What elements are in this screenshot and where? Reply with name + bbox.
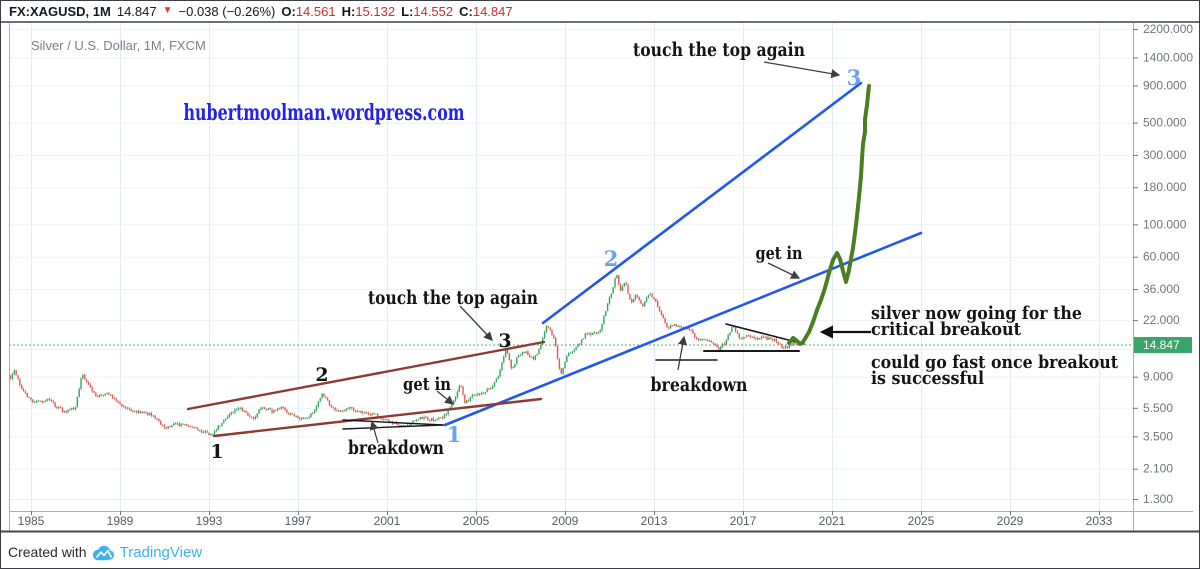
- year-tick-label: 2005: [463, 514, 490, 528]
- trendline-early-lower[interactable]: [212, 397, 543, 438]
- price-axis[interactable]: 2200.000 1400.000 900.000 500.000 300.000 180…: [1133, 22, 1193, 506]
- price-tick-label: 3.500: [1143, 429, 1173, 443]
- price-tick-label: 22.000: [1143, 313, 1180, 327]
- price-tick-label: 5.500: [1143, 401, 1173, 415]
- watermark[interactable]: hubertmoolman.wordpress.com: [184, 100, 465, 126]
- year-tick-label: 2029: [997, 514, 1024, 528]
- wave-number-blue-2[interactable]: 2: [604, 246, 619, 271]
- last-price-badge: [1134, 336, 1192, 353]
- chart-frame: [1, 23, 1199, 533]
- year-tick-label: 2001: [374, 514, 401, 528]
- price-tick-label: 2.100: [1143, 462, 1173, 476]
- annotation-breakdown-late[interactable]: breakdown: [651, 374, 748, 396]
- projection[interactable]: [787, 84, 871, 346]
- annotation-breakdown-early[interactable]: breakdown: [348, 437, 444, 459]
- arrow-to-breakdown-early[interactable]: [369, 420, 379, 444]
- ohlc-open: O:14.561: [281, 3, 336, 19]
- trendline-early-upper[interactable]: [186, 340, 546, 411]
- price-tick-label: 300.000: [1143, 148, 1187, 162]
- price-tick-label: 9.000: [1143, 370, 1173, 384]
- tradingview-cloud-icon: [92, 545, 114, 560]
- watermark-text[interactable]: hubertmoolman.wordpress.com: [184, 100, 465, 126]
- annotation-arrows[interactable]: [369, 61, 871, 444]
- chart-legend-title[interactable]: Silver / U.S. Dollar, 1M, FXCM: [31, 38, 206, 53]
- annotation-critical-line2[interactable]: critical breakout: [871, 319, 1022, 340]
- annotation-critical-line1[interactable]: silver now going for the: [871, 303, 1082, 324]
- wave-number-black-3[interactable]: 3: [498, 330, 511, 352]
- wave-number-black-1[interactable]: 1: [210, 441, 223, 463]
- tradingview-brand-link[interactable]: TradingView: [119, 543, 203, 561]
- symbol-info-bar: FX:XAGUSD, 1M 14.847 ▼ −0.038 (−0.26%) O…: [1, 1, 1199, 23]
- candlesticks: [9, 274, 798, 437]
- wave-number-black-2[interactable]: 2: [315, 364, 328, 386]
- price-down-arrow-icon: ▼: [162, 5, 173, 16]
- price-tick-label: 36.000: [1143, 282, 1180, 296]
- annotation-get-in-early[interactable]: get in: [403, 374, 451, 395]
- annotation-texts[interactable]: touch the top again touch the top again ge…: [348, 39, 1119, 459]
- price-tick-label: 180.000: [1143, 180, 1187, 194]
- year-tick-label: 2017: [730, 514, 757, 528]
- time-axis[interactable]: 1985 1989 1993 1997 2001 2005 2009 2013 2017 2021…: [18, 511, 1113, 528]
- year-tick-label: 2033: [1086, 514, 1113, 528]
- arrow-to-breakdown-late[interactable]: [677, 335, 688, 371]
- arrow-to-top-3[interactable]: [763, 61, 841, 79]
- attribution-text: Created with: [8, 544, 87, 560]
- last-price: 14.847: [116, 3, 157, 19]
- price-change: −0.038 (−0.26%): [178, 3, 276, 19]
- year-tick-label: 2013: [641, 514, 668, 528]
- trendline-drawings[interactable]: [186, 81, 923, 438]
- price-tick-label: 1.300: [1143, 492, 1173, 506]
- price-tick-label: 900.000: [1143, 78, 1187, 92]
- arrow-to-get-in-late[interactable]: [767, 262, 801, 279]
- annotation-get-in-late[interactable]: get in: [756, 243, 803, 264]
- attribution-bar: Created with TradingView: [8, 541, 202, 563]
- year-tick-label: 1993: [196, 514, 223, 528]
- annotation-touch-top-upper[interactable]: touch the top again: [633, 39, 805, 61]
- trendline-primary-upper[interactable]: [541, 81, 863, 325]
- ohlc-low: L:14.552: [401, 3, 454, 19]
- price-tick-label: 60.000: [1143, 250, 1180, 264]
- symbol-name: FX:XAGUSD, 1M: [9, 3, 111, 19]
- grid-lines: [9, 23, 1133, 511]
- year-tick-label: 1997: [285, 514, 312, 528]
- annotation-fast-line1[interactable]: could go fast once breakout: [871, 352, 1119, 373]
- year-tick-label: 2009: [552, 514, 579, 528]
- annotation-fast-line2[interactable]: is successful: [871, 368, 984, 389]
- price-tick-label: 2200.000: [1143, 22, 1193, 36]
- price-tick-label: 100.000: [1143, 217, 1187, 231]
- wave-number-blue-1[interactable]: 1: [447, 422, 462, 447]
- wave-numbers-blue[interactable]: 1 2 3: [447, 65, 862, 447]
- projection-path[interactable]: [787, 84, 871, 346]
- annotation-touch-top-lower[interactable]: touch the top again: [368, 287, 538, 309]
- ohlc-high: H:15.132: [341, 3, 396, 19]
- arrow-to-get-in-early[interactable]: [436, 390, 455, 405]
- last-price-badge-value: 14.847: [1143, 338, 1180, 352]
- year-tick-label: 2021: [819, 514, 846, 528]
- year-tick-label: 2025: [908, 514, 935, 528]
- wave-numbers-black[interactable]: 1 2 3: [210, 330, 511, 463]
- arrow-to-mid-3[interactable]: [459, 305, 493, 341]
- year-tick-label: 1985: [18, 514, 45, 528]
- trendline-pennant-top[interactable]: [342, 419, 444, 426]
- wave-number-blue-3[interactable]: 3: [847, 65, 862, 90]
- year-tick-label: 1989: [107, 514, 134, 528]
- price-tick-label: 500.000: [1143, 116, 1187, 130]
- price-tick-label: 1400.000: [1143, 51, 1193, 65]
- ohlc-close: C:14.847: [459, 3, 513, 19]
- trendline-pennant-base[interactable]: [342, 424, 444, 430]
